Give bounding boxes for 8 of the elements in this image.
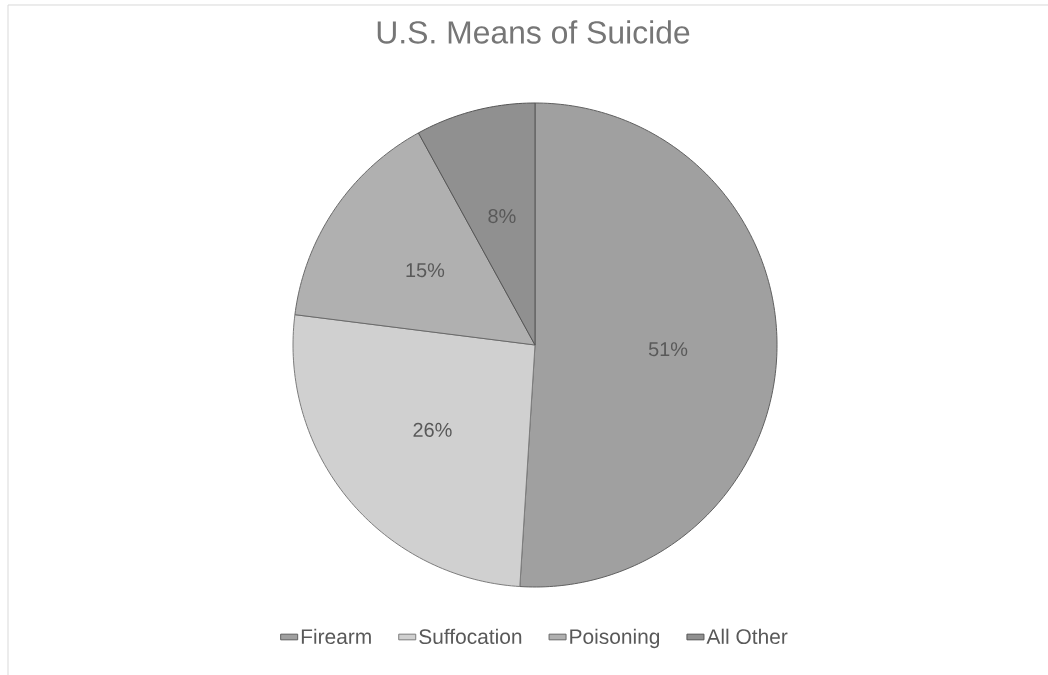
- data-label: 51%: [648, 342, 688, 357]
- legend-label: Suffocation: [419, 628, 522, 645]
- data-label: 15%: [406, 263, 445, 278]
- legend-label: Poisoning: [570, 628, 660, 649]
- legend-label: All Other: [706, 628, 788, 645]
- chart-title: U.S. Means of Suicide: [377, 20, 690, 44]
- data-label: 26%: [413, 422, 452, 437]
- legend-label: Firearm: [301, 628, 371, 645]
